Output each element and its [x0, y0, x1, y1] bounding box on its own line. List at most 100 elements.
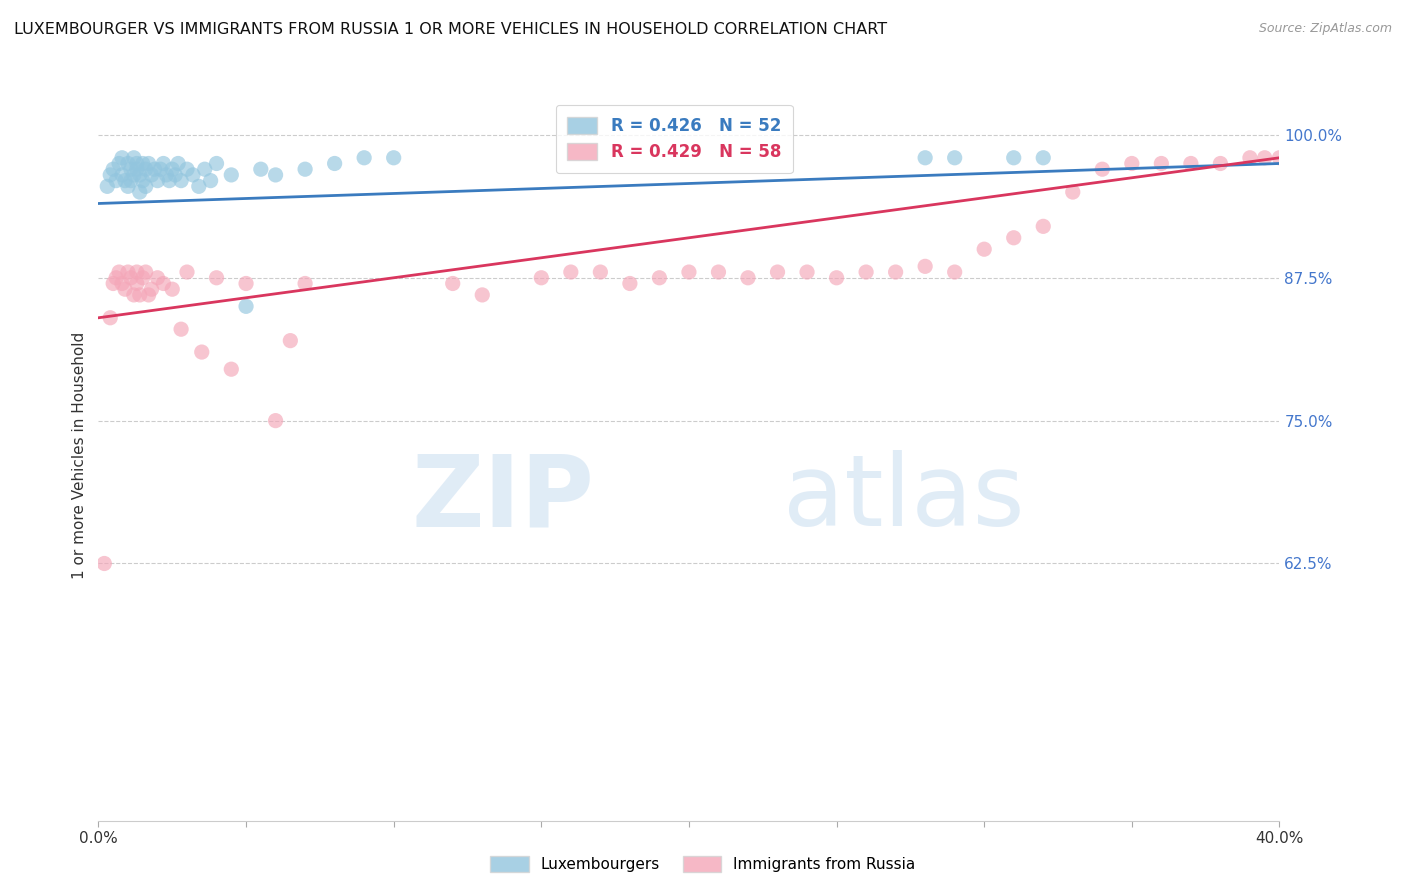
Point — [280, 334, 302, 348]
Point — [111, 277, 134, 291]
Point — [103, 162, 125, 177]
Point — [122, 168, 145, 182]
Point — [120, 162, 142, 177]
Point — [294, 162, 316, 177]
Legend: R = 0.426   N = 52, R = 0.429   N = 58: R = 0.426 N = 52, R = 0.429 N = 58 — [555, 105, 793, 173]
Point — [125, 265, 148, 279]
Point — [471, 288, 494, 302]
Point — [825, 270, 848, 285]
Point — [165, 168, 187, 182]
Point — [796, 265, 818, 279]
Point — [221, 362, 243, 376]
Point — [441, 277, 464, 291]
Point — [135, 162, 157, 177]
Y-axis label: 1 or more Vehicles in Household: 1 or more Vehicles in Household — [72, 331, 87, 579]
Text: Source: ZipAtlas.com: Source: ZipAtlas.com — [1258, 22, 1392, 36]
Point — [235, 299, 257, 313]
Point — [294, 277, 316, 291]
Point — [200, 174, 222, 188]
Point — [146, 270, 169, 285]
Point — [98, 168, 121, 182]
Point — [1150, 156, 1173, 170]
Point — [737, 270, 759, 285]
Point — [250, 162, 273, 177]
Legend: Luxembourgers, Immigrants from Russia: Luxembourgers, Immigrants from Russia — [482, 848, 924, 880]
Point — [125, 277, 148, 291]
Point — [128, 288, 150, 302]
Text: atlas: atlas — [783, 450, 1025, 548]
Point — [176, 265, 198, 279]
Point — [1180, 156, 1202, 170]
Point — [943, 151, 966, 165]
Point — [162, 282, 183, 296]
Point — [1062, 185, 1084, 199]
Point — [264, 414, 287, 428]
Point — [648, 270, 671, 285]
Point — [143, 162, 166, 177]
Point — [103, 277, 125, 291]
Point — [157, 174, 180, 188]
Point — [1032, 151, 1054, 165]
Point — [181, 168, 204, 182]
Point — [205, 156, 228, 170]
Point — [120, 174, 142, 188]
Point — [125, 156, 148, 170]
Point — [1254, 151, 1277, 165]
Point — [122, 151, 145, 165]
Point — [382, 151, 405, 165]
Point — [353, 151, 375, 165]
Point — [146, 174, 169, 188]
Point — [132, 174, 155, 188]
Point — [560, 265, 582, 279]
Point — [191, 345, 214, 359]
Point — [105, 174, 128, 188]
Point — [114, 174, 136, 188]
Point — [162, 162, 183, 177]
Point — [323, 156, 346, 170]
Point — [132, 270, 155, 285]
Point — [149, 162, 172, 177]
Point — [1268, 151, 1291, 165]
Point — [152, 277, 174, 291]
Point — [766, 265, 789, 279]
Point — [122, 288, 145, 302]
Point — [530, 270, 553, 285]
Point — [111, 168, 134, 182]
Point — [1209, 156, 1232, 170]
Point — [1032, 219, 1054, 234]
Point — [176, 162, 198, 177]
Point — [187, 179, 209, 194]
Point — [108, 265, 131, 279]
Point — [96, 179, 118, 194]
Point — [1002, 151, 1025, 165]
Point — [235, 277, 257, 291]
Point — [117, 265, 139, 279]
Point — [167, 156, 190, 170]
Point — [619, 277, 641, 291]
Point — [135, 179, 157, 194]
Point — [98, 310, 121, 325]
Point — [205, 270, 228, 285]
Point — [114, 282, 136, 296]
Point — [108, 156, 131, 170]
Point — [120, 270, 142, 285]
Point — [141, 282, 163, 296]
Point — [128, 185, 150, 199]
Point — [589, 265, 612, 279]
Point — [170, 322, 193, 336]
Point — [132, 156, 155, 170]
Point — [194, 162, 217, 177]
Point — [914, 260, 936, 274]
Point — [707, 265, 730, 279]
Point — [943, 265, 966, 279]
Point — [138, 156, 160, 170]
Point — [678, 265, 700, 279]
Point — [93, 557, 115, 571]
Point — [117, 156, 139, 170]
Point — [155, 168, 177, 182]
Point — [128, 168, 150, 182]
Point — [170, 174, 193, 188]
Point — [1121, 156, 1143, 170]
Point — [1002, 231, 1025, 245]
Point — [152, 156, 174, 170]
